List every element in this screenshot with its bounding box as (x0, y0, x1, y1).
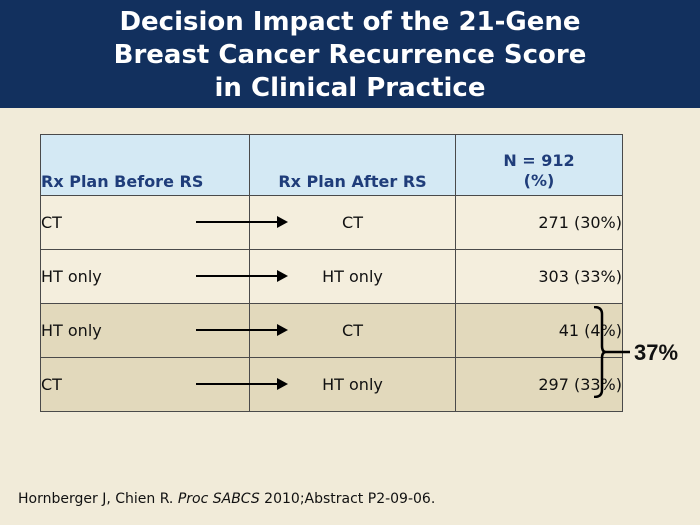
citation-authors: Hornberger J, Chien R. (18, 491, 178, 507)
title-line-3: in Clinical Practice (214, 73, 486, 103)
header-n: N = 912 (%) (455, 134, 623, 196)
header-n-line-2: (%) (523, 171, 555, 190)
row-count: 41 (4%) (455, 303, 623, 358)
row-after-label: CT (342, 213, 363, 232)
table-row: CT HT only 297 (33%) (40, 357, 623, 412)
table-row: HT only HT only 303 (33%) (40, 249, 623, 304)
row-after: HT only (196, 357, 456, 412)
title-banner: Decision Impact of the 21-Gene Breast Ca… (0, 0, 700, 108)
citation: Hornberger J, Chien R. Proc SABCS 2010;A… (18, 491, 435, 507)
citation-journal: Proc SABCS (177, 491, 260, 507)
slide-title: Decision Impact of the 21-Gene Breast Ca… (0, 6, 700, 105)
row-after-label: HT only (322, 375, 383, 394)
row-count: 271 (30%) (455, 195, 623, 250)
arrow-icon (196, 324, 288, 336)
table-header-row: Rx Plan Before RS Rx Plan After RS N = 9… (40, 134, 623, 196)
combined-percentage: 37% (634, 340, 679, 365)
header-n-line-1: N = 912 (503, 151, 575, 170)
arrow-icon (196, 216, 288, 228)
bracket-icon (593, 306, 607, 398)
header-before: Rx Plan Before RS (40, 134, 250, 196)
title-line-1: Decision Impact of the 21-Gene (119, 7, 581, 37)
bracket-connector (606, 350, 630, 354)
arrow-icon (196, 270, 288, 282)
row-after-label: CT (342, 321, 363, 340)
row-after-label: HT only (322, 267, 383, 286)
citation-rest: 2010;Abstract P2-09-06. (259, 491, 436, 507)
row-after: HT only (196, 249, 456, 304)
row-count: 297 (33%) (455, 357, 623, 412)
row-after: CT (196, 195, 456, 250)
row-after: CT (196, 303, 456, 358)
treatment-plan-table: Rx Plan Before RS Rx Plan After RS N = 9… (40, 134, 623, 412)
table-row: CT CT 271 (30%) (40, 195, 623, 250)
table-row: HT only CT 41 (4%) (40, 303, 623, 358)
row-count: 303 (33%) (455, 249, 623, 304)
arrow-icon (196, 378, 288, 390)
title-line-2: Breast Cancer Recurrence Score (113, 40, 587, 70)
header-after: Rx Plan After RS (249, 134, 456, 196)
